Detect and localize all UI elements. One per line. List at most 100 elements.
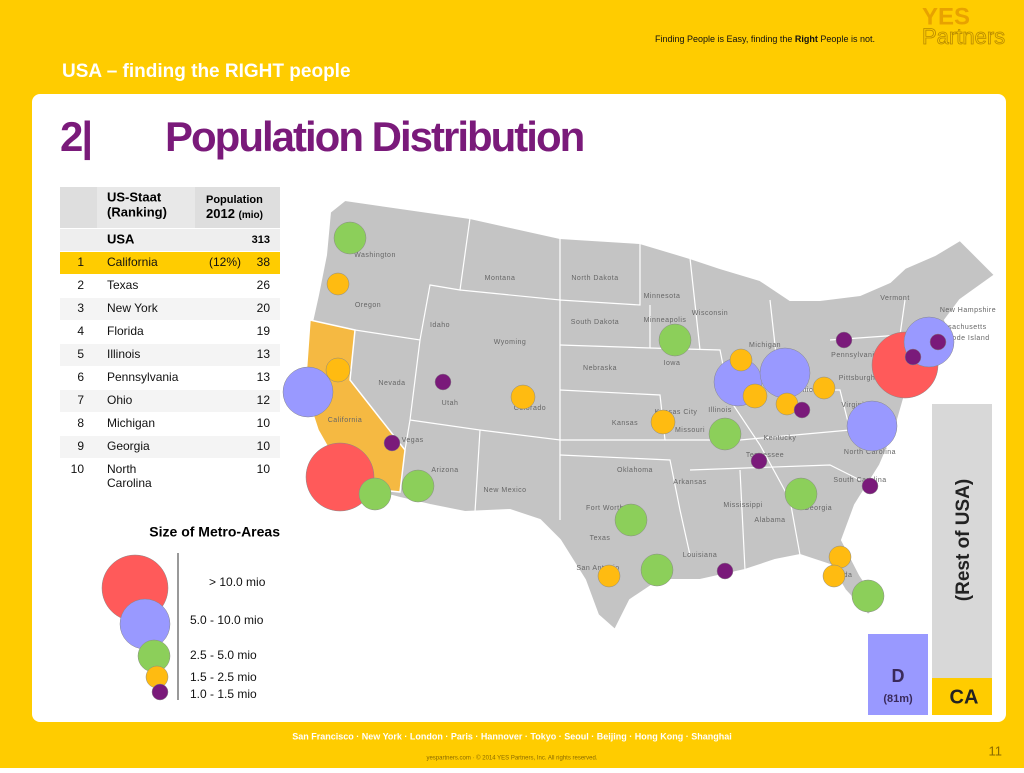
table-total-bg [60, 229, 280, 251]
border [739, 469, 746, 571]
table-header: Population [206, 194, 263, 206]
table-row-bg [60, 413, 280, 435]
bar-d-label: D [892, 666, 905, 686]
border [689, 464, 861, 481]
map-label: Ohio [797, 387, 814, 394]
table-total-value: 313 [252, 234, 270, 246]
map-label: Kansas [612, 420, 638, 427]
table-state: California [107, 255, 158, 269]
metro-area [510, 384, 536, 410]
header-title: USA – finding the RIGHT people [62, 61, 351, 82]
metro-area [716, 562, 734, 580]
map-label: Nevada [378, 380, 405, 387]
metro-area [434, 373, 452, 391]
map-label: Minnesota [644, 293, 681, 300]
table-population: 12 [257, 393, 271, 407]
map-label: Texas [590, 535, 611, 542]
map-label: Alabama [754, 517, 785, 524]
map-label: Wyoming [494, 339, 527, 346]
map-label: Las Vegas [386, 437, 423, 444]
map-label: Arkansas [673, 479, 706, 486]
table-rank: 2 [77, 278, 84, 292]
metro-area [614, 503, 648, 537]
map-label: California [328, 417, 363, 424]
map-label: Mississippi [723, 502, 762, 509]
map-label: South Carolina [833, 477, 886, 484]
map-label: Oregon [355, 302, 381, 309]
metro-area [401, 469, 435, 503]
table-row-bg [60, 390, 280, 412]
table-header: US-Staat [107, 189, 162, 204]
map-label: Utah [442, 400, 459, 407]
page-number: 11 [989, 743, 1003, 758]
metro-area [784, 477, 818, 511]
legend-circle [119, 598, 171, 650]
legend-title: Size of Metro-Areas [149, 524, 280, 540]
table-row-bg [60, 298, 280, 320]
legend-item: 5.0 - 10.0 mio [190, 613, 264, 627]
table-rank: 3 [77, 301, 84, 315]
legend: Size of Metro-Areas > 10.0 mio 5.0 - 10.0… [101, 524, 280, 701]
map-label: Oklahoma [617, 467, 653, 474]
map-label: South Dakota [571, 319, 619, 326]
table-header-year: 2012 [206, 206, 235, 221]
metro-area [305, 442, 375, 512]
bar-d-value: (81m) [883, 693, 913, 705]
map-label: New Mexico [483, 487, 526, 494]
map-label: Minneapolis [644, 317, 687, 324]
map-label: Montana [485, 275, 516, 282]
metro-area [326, 272, 350, 296]
footer-cities: San Francisco · New York · London · Pari… [292, 731, 732, 741]
metro-area [282, 366, 334, 418]
map-label: Rhode Island [942, 335, 989, 342]
bar-rest-label: (Rest of USA) [953, 479, 974, 601]
map-label: Kansas City [655, 409, 698, 416]
slogan-part: People is not. [818, 34, 875, 44]
slogan: Finding People is Easy, finding the Righ… [655, 34, 875, 44]
table-state: Florida [107, 324, 144, 338]
table-rank: 5 [77, 347, 84, 361]
legend-circle [151, 683, 169, 701]
metro-area [812, 376, 836, 400]
slide-title: Population Distribution [165, 113, 584, 160]
metro-area [822, 564, 846, 588]
border [769, 299, 851, 431]
table-population: 10 [257, 462, 271, 476]
table-state: Michigan [107, 416, 155, 430]
table-population: 10 [257, 416, 271, 430]
table-population: 10 [257, 439, 271, 453]
metro-area [742, 383, 768, 409]
map-label: Illinois [708, 407, 731, 414]
table-state: New York [107, 301, 159, 315]
logo-partners: Partners [922, 24, 1005, 49]
border [354, 217, 471, 341]
metro-area [383, 434, 401, 452]
table-row-bg [60, 459, 280, 494]
table-state: Georgia [107, 439, 150, 453]
metro-area [650, 409, 676, 435]
map-label: Washington [354, 252, 396, 259]
metro-area [597, 564, 621, 588]
table-state-line: Carolina [107, 476, 152, 490]
table-rank: 1 [77, 255, 84, 269]
map-label: Georgia [804, 505, 832, 512]
table-rank: 8 [77, 416, 84, 430]
metro-area [793, 401, 811, 419]
map-label: Wisconsin [692, 310, 728, 317]
border [479, 243, 641, 441]
legend-item: 1.5 - 2.5 mio [190, 670, 257, 684]
slogan-part: Finding People is Easy, finding the [655, 34, 795, 44]
table-row-bg [60, 275, 280, 297]
legend-item: 2.5 - 5.0 mio [190, 648, 257, 662]
map-label: Pennsylvania [831, 352, 879, 359]
metro-area [846, 400, 898, 452]
table-header: (Ranking) [107, 204, 167, 219]
map-label: Arizona [431, 467, 458, 474]
metro-area [729, 348, 753, 372]
bars: D (81m) CA (Rest of USA) [868, 404, 992, 715]
table-state-line: North [107, 462, 136, 476]
legend-item: 1.0 - 1.5 mio [190, 687, 257, 701]
table-total-name: USA [107, 231, 135, 246]
table-state: Illinois [107, 347, 140, 361]
